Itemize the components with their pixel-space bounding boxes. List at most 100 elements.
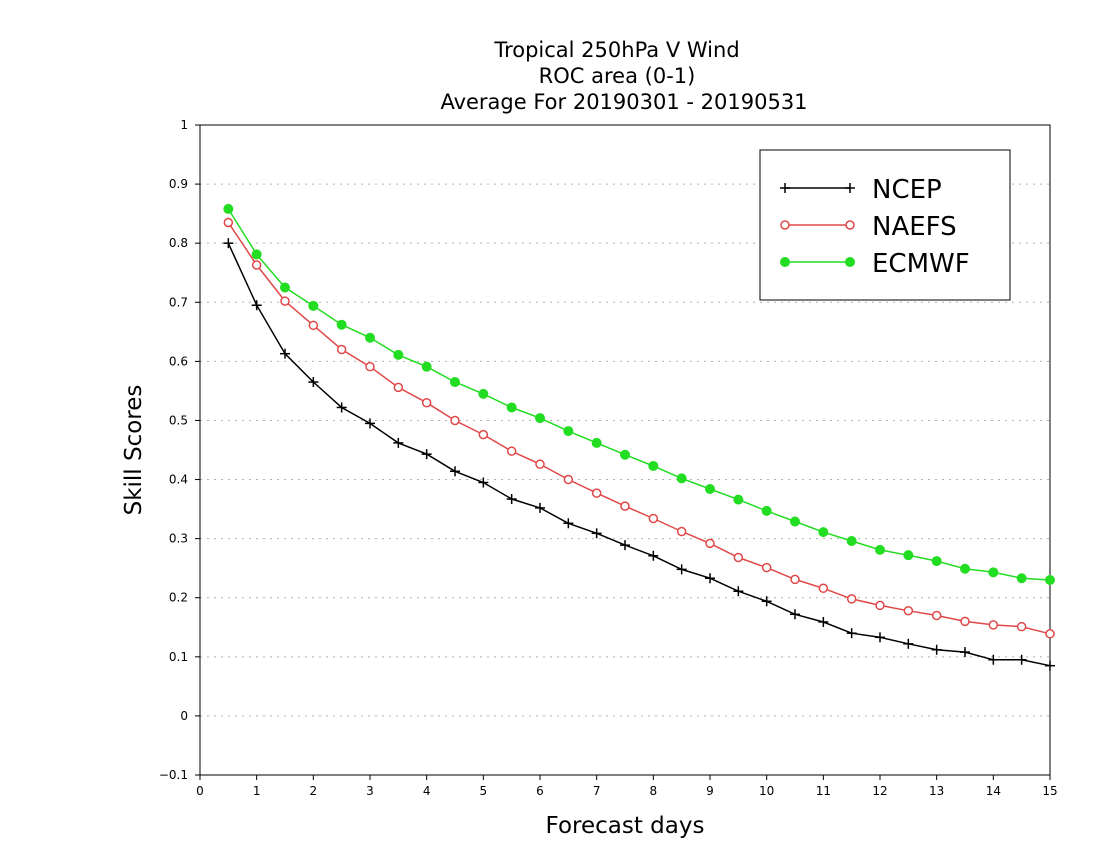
- data-point-naefs: [450, 415, 460, 426]
- data-point-naefs: [875, 600, 885, 611]
- x-tick-label: 11: [816, 784, 831, 798]
- data-point-ecmwf: [308, 300, 319, 311]
- series-line-ncep: [227, 242, 1051, 667]
- data-point-ecmwf: [280, 282, 290, 293]
- series-lines: [223, 203, 1055, 671]
- data-point-ecmwf: [648, 460, 659, 471]
- title-line-3: Average For 20190301 - 20190531: [440, 90, 807, 114]
- data-point-ncep: [790, 609, 800, 620]
- data-point-ncep: [563, 518, 574, 529]
- data-point-ecmwf: [1045, 575, 1055, 585]
- data-point-ncep: [988, 654, 999, 665]
- data-point-naefs: [733, 552, 744, 563]
- data-point-ncep: [421, 449, 432, 460]
- data-point-ecmwf: [931, 556, 942, 567]
- data-point-ncep: [450, 466, 460, 477]
- y-tick-label: 0.7: [169, 295, 188, 309]
- data-point-naefs: [790, 574, 800, 585]
- title-line-1: Tropical 250hPa V Wind: [493, 38, 739, 62]
- data-point-naefs: [393, 382, 404, 393]
- data-point-naefs: [563, 474, 574, 485]
- data-point-ecmwf: [251, 249, 262, 260]
- data-point-naefs: [846, 594, 857, 604]
- data-point-ecmwf: [478, 388, 489, 399]
- data-point-ecmwf: [365, 332, 375, 343]
- data-point-ecmwf: [591, 437, 602, 448]
- data-point-naefs: [223, 217, 234, 228]
- data-point-ecmwf: [818, 527, 829, 538]
- x-tick-label: 6: [536, 784, 544, 798]
- y-tick-label: 0.1: [169, 650, 188, 664]
- y-tick-label: 0.8: [169, 236, 188, 250]
- series-ecmwf: [223, 203, 1055, 585]
- legend-label-ncep: NCEP: [872, 175, 942, 205]
- x-tick-label: 2: [310, 784, 318, 798]
- data-point-naefs: [1045, 629, 1055, 639]
- title-line-2: ROC area (0-1): [539, 64, 696, 88]
- data-point-ncep: [280, 348, 290, 359]
- data-point-ncep: [818, 616, 829, 627]
- data-point-naefs: [251, 260, 262, 270]
- chart-title: Tropical 250hPa V Wind ROC area (0-1) Av…: [440, 38, 807, 114]
- data-point-ncep: [506, 494, 517, 505]
- series-ncep: [223, 238, 1055, 671]
- data-point-ncep: [393, 437, 404, 448]
- data-point-ecmwf: [563, 426, 574, 437]
- data-point-ecmwf: [620, 449, 630, 460]
- y-tick-label: −0.1: [159, 768, 188, 782]
- x-tick-label: 5: [480, 784, 488, 798]
- x-tick-label: 14: [986, 784, 1001, 798]
- data-point-ncep: [1045, 660, 1055, 671]
- x-tick-label: 12: [872, 784, 887, 798]
- data-point-naefs: [988, 620, 999, 630]
- plot-frame: [199, 124, 1051, 776]
- data-point-naefs: [365, 361, 375, 372]
- data-point-ncep: [846, 628, 857, 639]
- data-point-ncep: [960, 647, 970, 658]
- y-axis-label: Skill Scores: [121, 385, 147, 516]
- data-point-naefs: [478, 429, 489, 440]
- data-point-ncep: [308, 377, 319, 388]
- x-tick-label: 3: [366, 784, 374, 798]
- y-tick-label: 1: [180, 118, 188, 132]
- data-point-ecmwf: [761, 505, 772, 516]
- series-line-naefs: [227, 222, 1051, 635]
- data-point-ecmwf: [960, 563, 970, 574]
- legend-item-naefs: NAEFS: [780, 212, 957, 242]
- legend: NCEP NAEFS ECMWF: [759, 149, 1011, 301]
- data-point-ncep: [931, 644, 942, 655]
- y-tick-label: 0.4: [169, 473, 188, 487]
- data-point-naefs: [620, 501, 630, 511]
- data-point-ecmwf: [903, 550, 914, 561]
- data-point-naefs: [648, 513, 659, 524]
- y-tick-label: 0.5: [169, 413, 188, 427]
- data-point-naefs: [903, 605, 914, 616]
- data-point-naefs: [1016, 621, 1027, 632]
- data-point-naefs: [676, 526, 687, 537]
- x-tick-label: 4: [423, 784, 431, 798]
- data-point-ncep: [251, 300, 262, 311]
- legend-marker: [845, 183, 855, 193]
- x-axis-label: Forecast days: [546, 813, 705, 839]
- data-point-ncep: [903, 638, 914, 649]
- x-tick-label: 15: [1042, 784, 1057, 798]
- data-point-naefs: [535, 459, 545, 469]
- legend-marker: [780, 220, 790, 230]
- data-point-ecmwf: [223, 203, 234, 214]
- data-point-ecmwf: [1016, 573, 1027, 584]
- data-point-ncep: [223, 238, 234, 249]
- data-point-naefs: [280, 296, 290, 306]
- legend-marker: [845, 257, 855, 267]
- data-point-naefs: [705, 538, 715, 549]
- data-point-naefs: [506, 446, 517, 456]
- data-point-ncep: [591, 528, 602, 539]
- data-point-ecmwf: [336, 319, 347, 330]
- data-point-ecmwf: [988, 567, 999, 578]
- y-tick-label: 0.6: [169, 354, 188, 368]
- data-point-ecmwf: [676, 473, 687, 484]
- data-point-naefs: [308, 320, 319, 331]
- x-tick-label: 9: [706, 784, 714, 798]
- data-point-ncep: [648, 550, 659, 561]
- axis-ticks: −0.100.10.20.30.40.50.60.70.80.910 1 2 3 4 5 6…: [159, 118, 1058, 798]
- data-point-naefs: [421, 397, 432, 408]
